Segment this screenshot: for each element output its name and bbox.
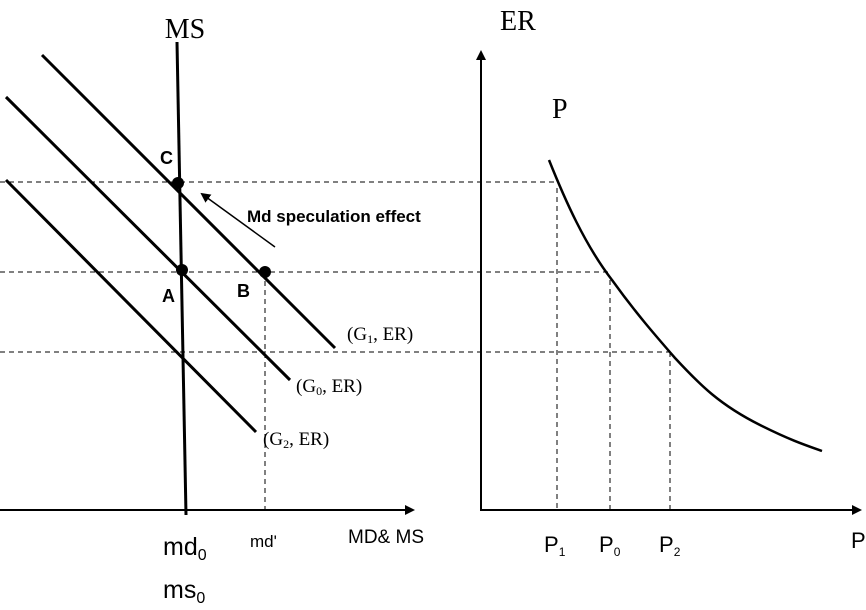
point-label: C [160, 148, 173, 168]
curve-g1 [40, 53, 337, 350]
point-label: B [237, 281, 250, 301]
x-axis-label: MD& MS [348, 527, 424, 548]
curve-label: (G2, ER) [263, 429, 329, 451]
ms-line [175, 41, 188, 516]
point-a [176, 264, 188, 276]
x-tick-label: P1 [544, 532, 566, 559]
x-label: ms0 [163, 576, 205, 607]
ms-label: MS [165, 14, 205, 45]
curve-label: (G1, ER) [347, 324, 413, 346]
p-curve [547, 159, 823, 453]
curve-g2 [4, 178, 258, 434]
point-b [259, 266, 271, 278]
x-tick-label: P0 [599, 532, 621, 559]
x-label: md' [250, 532, 277, 551]
x-label: md0 [163, 533, 207, 564]
y-axis-label: ER [500, 6, 536, 37]
curve-label: (G0, ER) [296, 376, 362, 398]
curve-g0 [4, 95, 292, 382]
curve-label: P [552, 94, 568, 125]
x-axis-label: P [851, 528, 866, 553]
arrow-label: Md speculation effect [247, 207, 421, 226]
point-label: A [162, 286, 175, 306]
speculation-arrow [200, 192, 276, 248]
x-tick-label: P2 [659, 532, 681, 559]
point-c [172, 177, 184, 189]
